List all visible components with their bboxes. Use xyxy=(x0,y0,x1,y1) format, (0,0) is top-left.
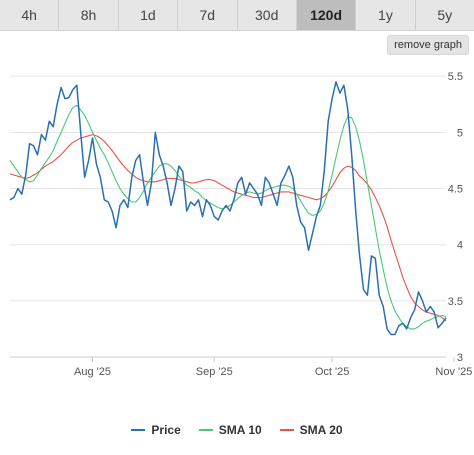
y-tick-label: 4.5 xyxy=(448,184,463,196)
y-tick-label: 3.5 xyxy=(448,296,463,308)
chart-legend: Price SMA 10 SMA 20 xyxy=(0,420,474,440)
tab-30d[interactable]: 30d xyxy=(238,0,297,30)
legend-item-price[interactable]: Price xyxy=(131,420,181,440)
timeframe-tabs: 4h 8h 1d 7d 30d 120d 1y 5y xyxy=(0,0,474,31)
tab-1y[interactable]: 1y xyxy=(356,0,416,30)
price-chart: 3 3.5 4 4.5 5 5.5 Aug '25 Sep '25 Oct '25 Nov '25 xyxy=(9,71,472,378)
sma20-line xyxy=(9,134,447,322)
x-tick-label: Oct '25 xyxy=(315,366,350,378)
tab-8h[interactable]: 8h xyxy=(59,0,119,30)
price-line xyxy=(9,81,447,336)
y-tick-label: 3 xyxy=(457,352,463,364)
tab-120d[interactable]: 120d xyxy=(296,0,357,30)
legend-label-price: Price xyxy=(151,423,181,437)
tab-1d[interactable]: 1d xyxy=(119,0,179,30)
sma10-line xyxy=(9,104,447,330)
legend-item-sma20[interactable]: SMA 20 xyxy=(279,420,343,440)
x-tick-label: Sep '25 xyxy=(196,366,233,378)
legend-swatch-sma20 xyxy=(279,429,294,431)
x-tick-label: Aug '25 xyxy=(74,366,111,378)
legend-swatch-price xyxy=(131,429,146,431)
legend-swatch-sma10 xyxy=(198,429,213,431)
tab-5y[interactable]: 5y xyxy=(437,7,453,23)
y-tick-label: 5.5 xyxy=(448,71,463,83)
legend-item-sma10[interactable]: SMA 10 xyxy=(198,420,262,440)
legend-label-sma20: SMA 20 xyxy=(299,423,343,437)
remove-graph-button[interactable]: remove graph xyxy=(387,35,469,55)
x-tick-label: Nov '25 xyxy=(435,366,472,378)
y-tick-label: 4 xyxy=(457,240,463,252)
tab-7d[interactable]: 7d xyxy=(178,0,238,30)
tab-4h[interactable]: 4h xyxy=(0,0,60,30)
y-tick-label: 5 xyxy=(457,127,463,139)
legend-label-sma10: SMA 10 xyxy=(218,423,262,437)
